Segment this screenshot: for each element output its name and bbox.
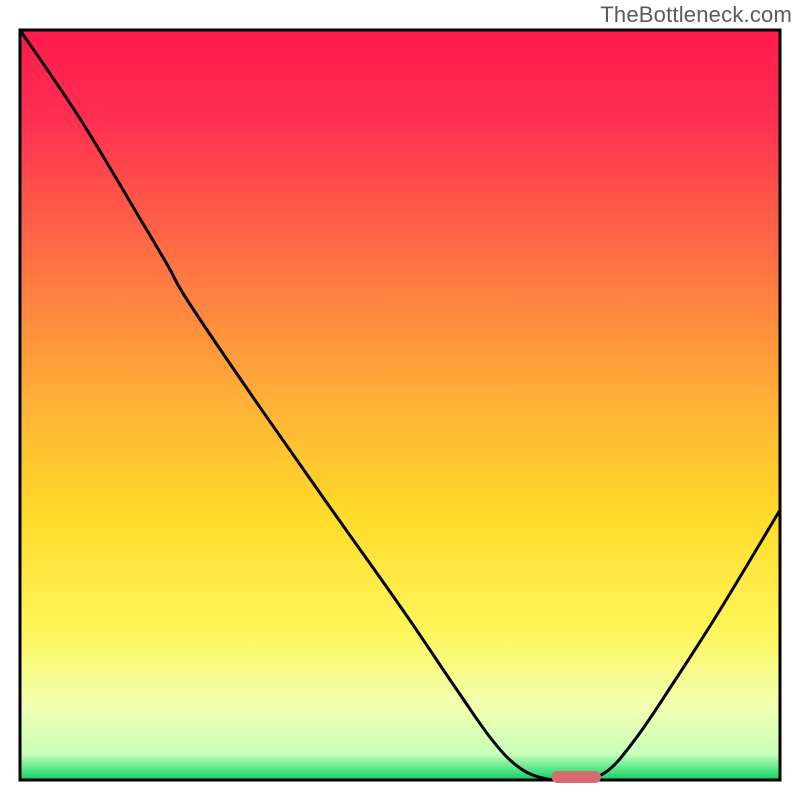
watermark-text: TheBottleneck.com: [600, 2, 792, 28]
minimum-marker: [552, 771, 601, 783]
plot-background: [20, 30, 780, 780]
bottleneck-chart: [0, 0, 800, 800]
chart-frame: TheBottleneck.com: [0, 0, 800, 800]
